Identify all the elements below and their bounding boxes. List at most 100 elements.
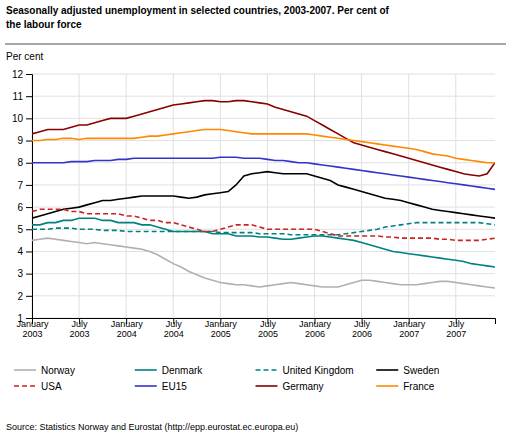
tick-label: January2005 [205,319,238,339]
tick-label: 2 [17,291,23,302]
tick-label: January2003 [16,319,49,339]
series-line [32,101,495,176]
legend-item: Denmark [135,365,204,376]
tick: January2004 [111,318,144,339]
legend-label: United Kingdom [283,365,354,376]
text-line: 2005 [211,329,231,339]
tick-label: 5 [17,224,23,235]
text-line: Seasonally adjusted unemployment in sele… [6,5,390,16]
legend-item: EU15 [135,381,187,392]
grid-line-x [79,74,80,318]
legend-label: Germany [283,381,324,392]
legend-item: France [376,381,435,392]
grid-line-y [32,251,495,252]
text-line: 2004 [117,329,137,339]
series-line [32,129,495,162]
text-line: January [299,319,332,329]
tick-label: 10 [12,113,24,124]
grid-line-y [32,118,495,119]
tick-label: July2004 [164,319,184,339]
tick: 5 [17,224,32,235]
grid [32,74,495,318]
legend-swatch [14,369,36,371]
legend-swatch [376,369,398,371]
tick: 10 [12,113,32,124]
legend-item: Germany [256,381,324,392]
tick-label: January2007 [393,319,426,339]
legend-label: USA [41,381,62,392]
text-line: January [111,319,144,329]
tick: 7 [17,180,32,191]
grid-line-x [267,74,268,318]
source: Source: Statistics Norway and Eurostat (… [6,422,298,432]
tick: July2006 [352,318,372,339]
legend-item: United Kingdom [256,365,354,376]
legend-item: USA [14,381,62,392]
series-line [32,172,495,219]
tick: January2006 [299,318,332,339]
text-line: 2004 [164,329,184,339]
tick: 11 [13,91,32,102]
legend-swatch [135,369,157,371]
tick-mark [26,74,32,75]
tick-label: 9 [17,135,23,146]
tick-label: July2003 [70,319,90,339]
text-line: July [166,319,183,329]
tick-mark [26,207,32,208]
legend-item: Sweden [376,365,439,376]
tick: 3 [17,268,32,279]
series-line [32,209,495,240]
tick-mark [26,229,32,230]
grid-line-x [455,74,456,318]
text-line: January [205,319,238,329]
tick: January2005 [205,318,238,339]
grid-line-y [32,295,495,296]
tick: July2007 [446,318,466,339]
tick: 8 [17,157,32,168]
legend-swatch [14,385,36,387]
tick-mark [26,296,32,297]
tick-mark [26,251,32,252]
tick: July2003 [70,318,90,339]
tick: January2003 [16,318,49,339]
grid-line-y [32,74,495,75]
tick: July2004 [164,318,184,339]
text-line: 2006 [352,329,372,339]
text-line: July [72,319,89,329]
series-line [32,238,495,288]
tick-label: July2007 [446,319,466,339]
grid-line-x [361,74,362,318]
title: Seasonally adjusted unemployment in sele… [6,5,390,30]
grid-line-x [220,74,221,318]
separator [5,44,506,45]
grid-line-x [314,74,315,318]
tick-mark [26,163,32,164]
y-axis: 123456789101112 [12,69,33,324]
text-line: 2007 [446,329,466,339]
axis-line [26,75,33,319]
text-line: January [393,319,426,329]
tick: 4 [17,246,32,257]
legend-item: Norway [14,365,75,376]
tick-label: 3 [17,268,23,279]
text-line: 2006 [305,329,325,339]
grid-line-x [126,74,127,318]
tick: 12 [12,69,32,80]
tick-label: 6 [17,202,23,213]
grid-line-y [32,184,495,185]
grid-line-y [32,273,495,274]
grid-line-x [408,74,409,318]
y-axis-title: Per cent [6,51,43,62]
text-line: July [354,319,371,329]
grid-line-y [32,140,495,141]
tick-label: 12 [12,69,24,80]
x-axis: January2003July2003January2004July2004Ja… [16,318,495,339]
text-line: July [448,319,465,329]
lines [32,101,495,288]
legend-label: EU15 [162,381,187,392]
text-line: 2005 [258,329,278,339]
legend-swatch [376,385,398,387]
tick-label: 11 [13,91,24,102]
tick-label: July2005 [258,319,278,339]
tick-mark [26,274,32,275]
